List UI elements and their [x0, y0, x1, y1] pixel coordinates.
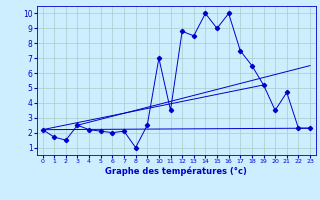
X-axis label: Graphe des températures (°c): Graphe des températures (°c) — [105, 167, 247, 176]
